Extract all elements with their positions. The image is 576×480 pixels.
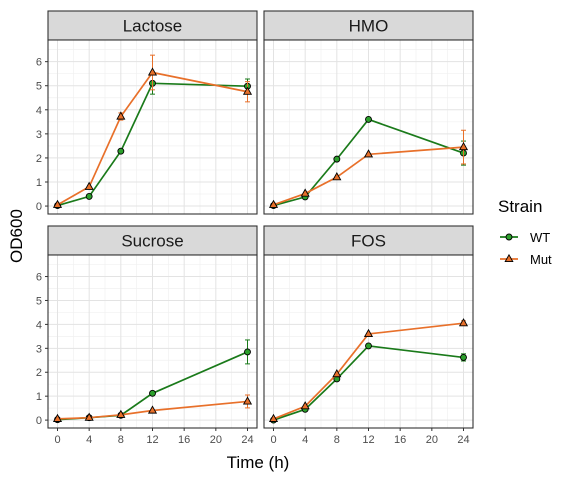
x-tick-label: 8 bbox=[118, 434, 124, 446]
y-tick-label: 3 bbox=[36, 129, 42, 141]
facet-title: HMO bbox=[349, 17, 389, 36]
legend-label: Mut bbox=[530, 252, 552, 267]
x-tick-label: 12 bbox=[362, 434, 374, 446]
data-point bbox=[363, 328, 374, 338]
data-point bbox=[84, 181, 94, 190]
x-axis-title: Time (h) bbox=[227, 453, 290, 472]
legend-title: Strain bbox=[498, 197, 542, 216]
y-tick-label: 2 bbox=[36, 367, 42, 379]
data-point bbox=[117, 147, 125, 155]
x-tick-label: 4 bbox=[86, 434, 92, 446]
data-point bbox=[333, 155, 341, 163]
x-tick-label: 20 bbox=[426, 434, 438, 446]
data-point bbox=[458, 318, 469, 327]
data-point bbox=[242, 396, 253, 405]
data-point bbox=[84, 412, 94, 421]
x-tick-label: 24 bbox=[241, 434, 253, 446]
legend-entry-wt: WT bbox=[500, 230, 550, 245]
data-point bbox=[147, 67, 158, 76]
x-tick-label: 4 bbox=[302, 434, 308, 446]
legend-key-marker bbox=[505, 233, 513, 241]
y-tick-label: 2 bbox=[36, 153, 42, 165]
panel-hmo: HMO bbox=[263, 10, 474, 215]
facet-strip bbox=[47, 10, 258, 41]
y-tick-label: 6 bbox=[36, 272, 42, 284]
data-point bbox=[458, 141, 469, 151]
x-tick-label: 16 bbox=[394, 434, 406, 446]
y-tick-label: 1 bbox=[36, 391, 42, 403]
facet-strip bbox=[263, 10, 474, 41]
legend: Strain WT Mut bbox=[498, 197, 552, 267]
data-point bbox=[300, 188, 310, 197]
y-tick-label: 1 bbox=[36, 177, 42, 189]
data-point bbox=[149, 389, 156, 397]
facet-title: FOS bbox=[351, 232, 386, 251]
x-tick-label: 12 bbox=[146, 434, 158, 446]
panel-border bbox=[263, 39, 474, 215]
x-tick-label: 16 bbox=[178, 434, 190, 446]
data-point bbox=[268, 199, 279, 208]
y-tick-label: 5 bbox=[36, 295, 42, 307]
series-mut bbox=[52, 54, 253, 208]
data-point bbox=[268, 413, 279, 422]
y-tick-label: 3 bbox=[36, 343, 42, 355]
x-tick-label: 0 bbox=[270, 434, 276, 446]
y-tick-label: 6 bbox=[36, 57, 42, 69]
facet-strip bbox=[47, 225, 258, 256]
data-point bbox=[85, 192, 93, 200]
facet-title: Lactose bbox=[123, 17, 183, 36]
x-tick-label: 24 bbox=[457, 434, 469, 446]
series-mut bbox=[268, 318, 469, 422]
y-tick-label: 0 bbox=[36, 201, 42, 213]
series-mut bbox=[268, 129, 469, 208]
y-axis-title: OD600 bbox=[7, 209, 26, 263]
series-mut bbox=[52, 394, 253, 422]
facet-strip bbox=[263, 225, 474, 256]
legend-key-marker bbox=[504, 253, 514, 263]
facet-title: Sucrose bbox=[121, 232, 183, 251]
data-point bbox=[363, 149, 374, 158]
data-point bbox=[332, 172, 342, 181]
data-point bbox=[242, 86, 253, 95]
data-point bbox=[116, 409, 126, 418]
legend-entry-mut: Mut bbox=[500, 252, 552, 267]
data-point bbox=[147, 405, 158, 414]
x-tick-label: 20 bbox=[210, 434, 222, 446]
data-point bbox=[244, 348, 251, 356]
data-point bbox=[365, 115, 372, 123]
legend-label: WT bbox=[530, 230, 550, 245]
panel-lactose: Lactose 0 1 2 3 4 5 6 bbox=[36, 10, 258, 215]
y-tick-label: 4 bbox=[36, 105, 42, 117]
data-point bbox=[365, 342, 372, 350]
data-point bbox=[300, 401, 310, 410]
x-tick-label: 0 bbox=[54, 434, 60, 446]
data-point bbox=[52, 199, 63, 208]
data-point bbox=[52, 413, 63, 422]
y-tick-label: 4 bbox=[36, 319, 42, 331]
y-tick-label: 0 bbox=[36, 415, 42, 427]
panel-fos: FOS 0 4 8 12 16 20 24 bbox=[263, 225, 474, 446]
data-point bbox=[332, 369, 342, 378]
y-tick-label: 5 bbox=[36, 81, 42, 93]
x-tick-label: 8 bbox=[334, 434, 340, 446]
panel-border bbox=[47, 39, 258, 215]
data-point bbox=[460, 353, 467, 361]
data-point bbox=[116, 111, 126, 120]
